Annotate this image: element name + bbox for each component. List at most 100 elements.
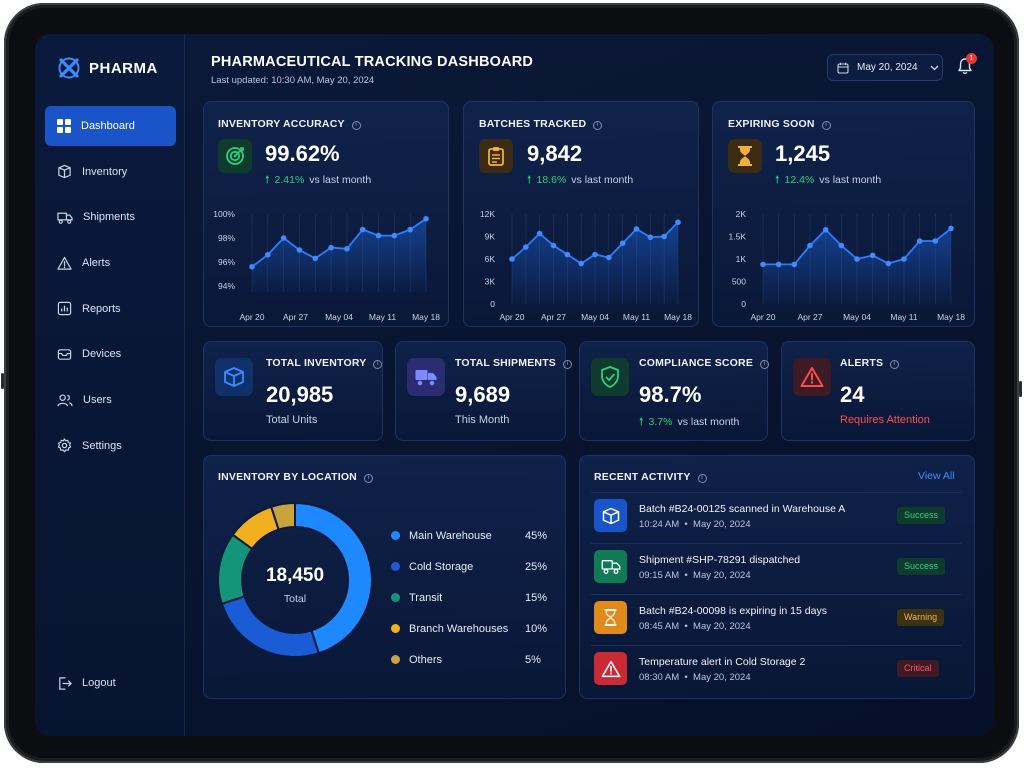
data-point[interactable] — [901, 256, 907, 262]
sidebar-item-label: Alerts — [82, 257, 111, 270]
donut-slice[interactable] — [220, 595, 321, 658]
data-point[interactable] — [249, 264, 255, 270]
data-point[interactable] — [578, 260, 584, 267]
stat-card-total-inventory: TOTAL INVENTORY i 20,985 Total Units — [203, 341, 383, 441]
activity-item[interactable]: Batch #B24-00098 is expiring in 15 days … — [591, 594, 961, 638]
y-tick-label: 1.5K — [729, 232, 747, 242]
data-point[interactable] — [948, 225, 954, 232]
data-point[interactable] — [344, 246, 350, 252]
sidebar-item-inventory[interactable]: Inventory — [45, 152, 176, 192]
data-point[interactable] — [854, 256, 860, 262]
sidebar-item-reports[interactable]: Reports — [45, 289, 176, 329]
data-point[interactable] — [661, 233, 667, 240]
donut-total: 18,450 — [265, 565, 325, 586]
info-icon[interactable]: i — [363, 474, 373, 483]
info-icon[interactable]: i — [697, 474, 707, 483]
data-point[interactable] — [606, 254, 612, 261]
info-icon[interactable]: i — [890, 360, 900, 369]
brand[interactable]: PHARMA — [57, 56, 158, 80]
logout-button[interactable]: Logout — [45, 663, 176, 703]
data-point[interactable] — [328, 244, 334, 251]
sidebar-item-alerts[interactable]: Alerts — [45, 243, 176, 283]
data-point[interactable] — [633, 226, 640, 232]
sidebar-item-users[interactable]: Users — [45, 380, 176, 420]
data-point[interactable] — [647, 234, 654, 241]
data-point[interactable] — [423, 216, 429, 222]
calendar-icon — [837, 62, 849, 74]
data-point[interactable] — [760, 261, 766, 268]
data-point[interactable] — [523, 244, 529, 250]
data-point[interactable] — [312, 255, 319, 262]
data-point[interactable] — [265, 252, 271, 258]
activity-item[interactable]: Batch #B24-00125 scanned in Warehouse A … — [591, 492, 961, 536]
info-icon[interactable]: i — [373, 360, 383, 369]
data-point[interactable] — [509, 256, 515, 262]
data-point[interactable] — [391, 232, 398, 239]
info-icon[interactable]: i — [351, 121, 361, 130]
activity-title: Batch #B24-00125 scanned in Warehouse A — [639, 503, 846, 515]
info-icon[interactable]: i — [821, 121, 831, 130]
data-point[interactable] — [869, 252, 876, 259]
data-point[interactable] — [807, 242, 813, 249]
data-point[interactable] — [675, 219, 681, 226]
box-icon — [594, 499, 627, 532]
legend-item[interactable]: Main Warehouse 45% — [391, 520, 551, 551]
activity-item[interactable]: Shipment #SHP-78291 dispatched 09:15 AM … — [591, 543, 961, 587]
kpi-line-chart: 100% 98% 96% 94% Apr 20 Apr 27 May 04 May 11 May… — [213, 209, 440, 322]
gear-icon — [57, 438, 72, 453]
data-point[interactable] — [296, 247, 303, 253]
info-icon[interactable]: i — [593, 121, 603, 130]
sidebar-item-settings[interactable]: Settings — [45, 426, 176, 466]
legend-item[interactable]: Branch Warehouses 10% — [391, 613, 551, 644]
data-point[interactable] — [885, 260, 892, 267]
data-point[interactable] — [564, 251, 571, 258]
data-point[interactable] — [619, 240, 626, 247]
card-title-text: TOTAL SHIPMENTS — [455, 357, 557, 369]
sidebar-item-label: Reports — [82, 302, 121, 315]
y-tick-label: 0 — [490, 299, 495, 309]
last-updated: Last updated: 10:30 AM, May 20, 2024 — [211, 75, 375, 86]
view-all-link[interactable]: View All — [918, 470, 955, 482]
sidebar-item-shipments[interactable]: Shipments — [45, 197, 176, 237]
date-picker[interactable]: May 20, 2024 — [827, 54, 943, 81]
legend-item[interactable]: Cold Storage 25% — [391, 551, 551, 582]
x-tick-label: Apr 27 — [797, 312, 822, 322]
data-point[interactable] — [280, 235, 287, 241]
data-point[interactable] — [592, 251, 598, 258]
data-point[interactable] — [932, 238, 939, 244]
data-point[interactable] — [536, 230, 543, 237]
card-title: ALERTS i — [840, 357, 900, 369]
kpi-value: 1,245 — [775, 141, 831, 166]
stat-value: 20,985 — [266, 382, 334, 407]
kpi-delta: 🠕 18.6% vs last month — [527, 172, 633, 190]
card-title: EXPIRING SOON i — [728, 118, 831, 130]
card-title-text: COMPLIANCE SCORE — [639, 357, 754, 369]
box-icon — [58, 164, 71, 179]
data-point[interactable] — [822, 226, 829, 233]
activity-item[interactable]: Temperature alert in Cold Storage 2 08:3… — [591, 645, 961, 689]
stat-value: 98.7% — [639, 382, 702, 407]
hourglass-icon — [728, 139, 762, 173]
data-point[interactable] — [550, 242, 557, 249]
data-point[interactable] — [775, 261, 782, 268]
data-point[interactable] — [916, 238, 923, 244]
donut-slice[interactable] — [269, 501, 296, 531]
sidebar-item-devices[interactable]: Devices — [45, 334, 176, 374]
data-point[interactable] — [359, 226, 366, 233]
data-point[interactable] — [375, 232, 382, 239]
donut-slice[interactable] — [294, 501, 373, 655]
dashboard-grid-icon — [57, 119, 71, 133]
card-title-text: BATCHES TRACKED — [479, 118, 587, 130]
legend-item[interactable]: Others 5% — [391, 644, 551, 675]
truck-icon — [594, 550, 627, 583]
data-point[interactable] — [791, 261, 798, 268]
sidebar-item-dashboard[interactable]: Dashboard — [45, 106, 176, 146]
data-point[interactable] — [407, 226, 413, 233]
status-badge: Critical — [897, 660, 939, 677]
info-icon[interactable]: i — [563, 360, 573, 369]
legend-item[interactable]: Transit 15% — [391, 582, 551, 613]
activity-time-value: 10:24 AM — [639, 519, 680, 530]
stat-value: 9,689 — [455, 382, 511, 407]
info-icon[interactable]: i — [760, 360, 770, 369]
data-point[interactable] — [838, 242, 845, 249]
